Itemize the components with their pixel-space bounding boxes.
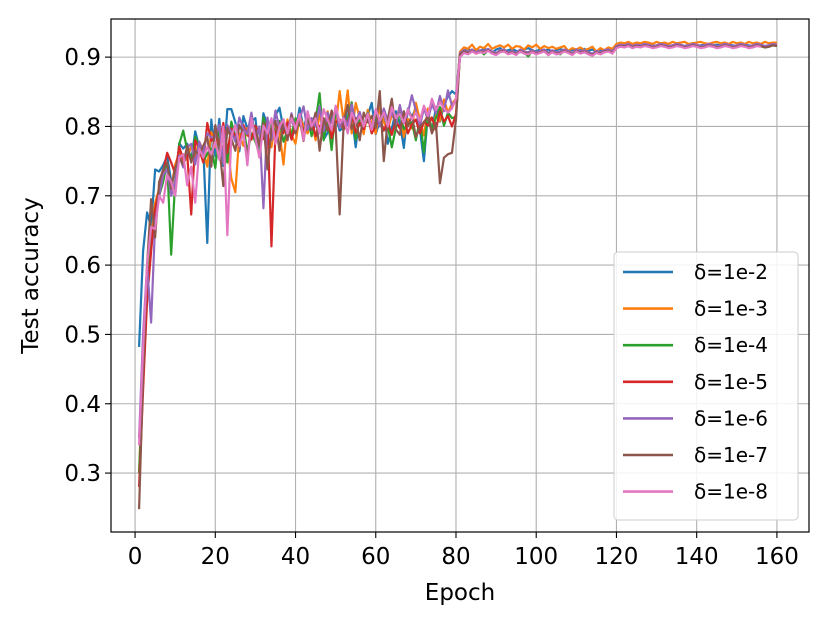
x-tick-label: 80 xyxy=(441,544,470,570)
legend-box xyxy=(613,251,799,521)
x-tick-label: 140 xyxy=(675,544,719,570)
y-tick-label: 0.7 xyxy=(64,184,101,210)
series-line-7 xyxy=(137,44,762,446)
y-tick-label: 0.3 xyxy=(64,461,101,487)
x-axis-label: Epoch xyxy=(425,580,495,606)
y-tick-label: 0.4 xyxy=(64,392,101,418)
y-tick-label: 0.6 xyxy=(64,253,101,279)
series-layer xyxy=(137,40,778,510)
y-tick-label: 0.8 xyxy=(64,114,101,140)
legend-label: δ=1e-8 xyxy=(694,480,768,504)
x-axis: 0 20 40 60 80 100 120 140 160 xyxy=(128,532,799,570)
y-axis: 0.3 0.4 0.5 0.6 0.7 0.8 0.9 xyxy=(64,45,111,487)
plot-frame xyxy=(110,18,810,533)
legend: δ=1e-2 δ=1e-3 δ=1e-4 δ=1e-5 δ=1e-6 δ=1e-7 δ=1e… xyxy=(613,251,799,521)
x-tick-label: 20 xyxy=(201,544,230,570)
x-tick-label: 40 xyxy=(281,544,310,570)
legend-label: δ=1e-7 xyxy=(694,443,768,467)
legend-label: δ=1e-4 xyxy=(694,333,768,357)
legend-label: δ=1e-5 xyxy=(694,370,768,394)
x-tick-label: 160 xyxy=(755,544,799,570)
y-tick-label: 0.9 xyxy=(64,45,101,71)
legend-label: δ=1e-6 xyxy=(694,406,768,430)
x-tick-label: 60 xyxy=(361,544,390,570)
y-axis-label: Test accuracy xyxy=(18,197,44,354)
x-tick-label: 0 xyxy=(128,544,143,570)
legend-label: δ=1e-3 xyxy=(694,297,768,321)
x-tick-label: 100 xyxy=(514,544,558,570)
y-tick-label: 0.5 xyxy=(64,322,101,348)
legend-label: δ=1e-2 xyxy=(694,260,768,284)
x-tick-label: 120 xyxy=(594,544,638,570)
